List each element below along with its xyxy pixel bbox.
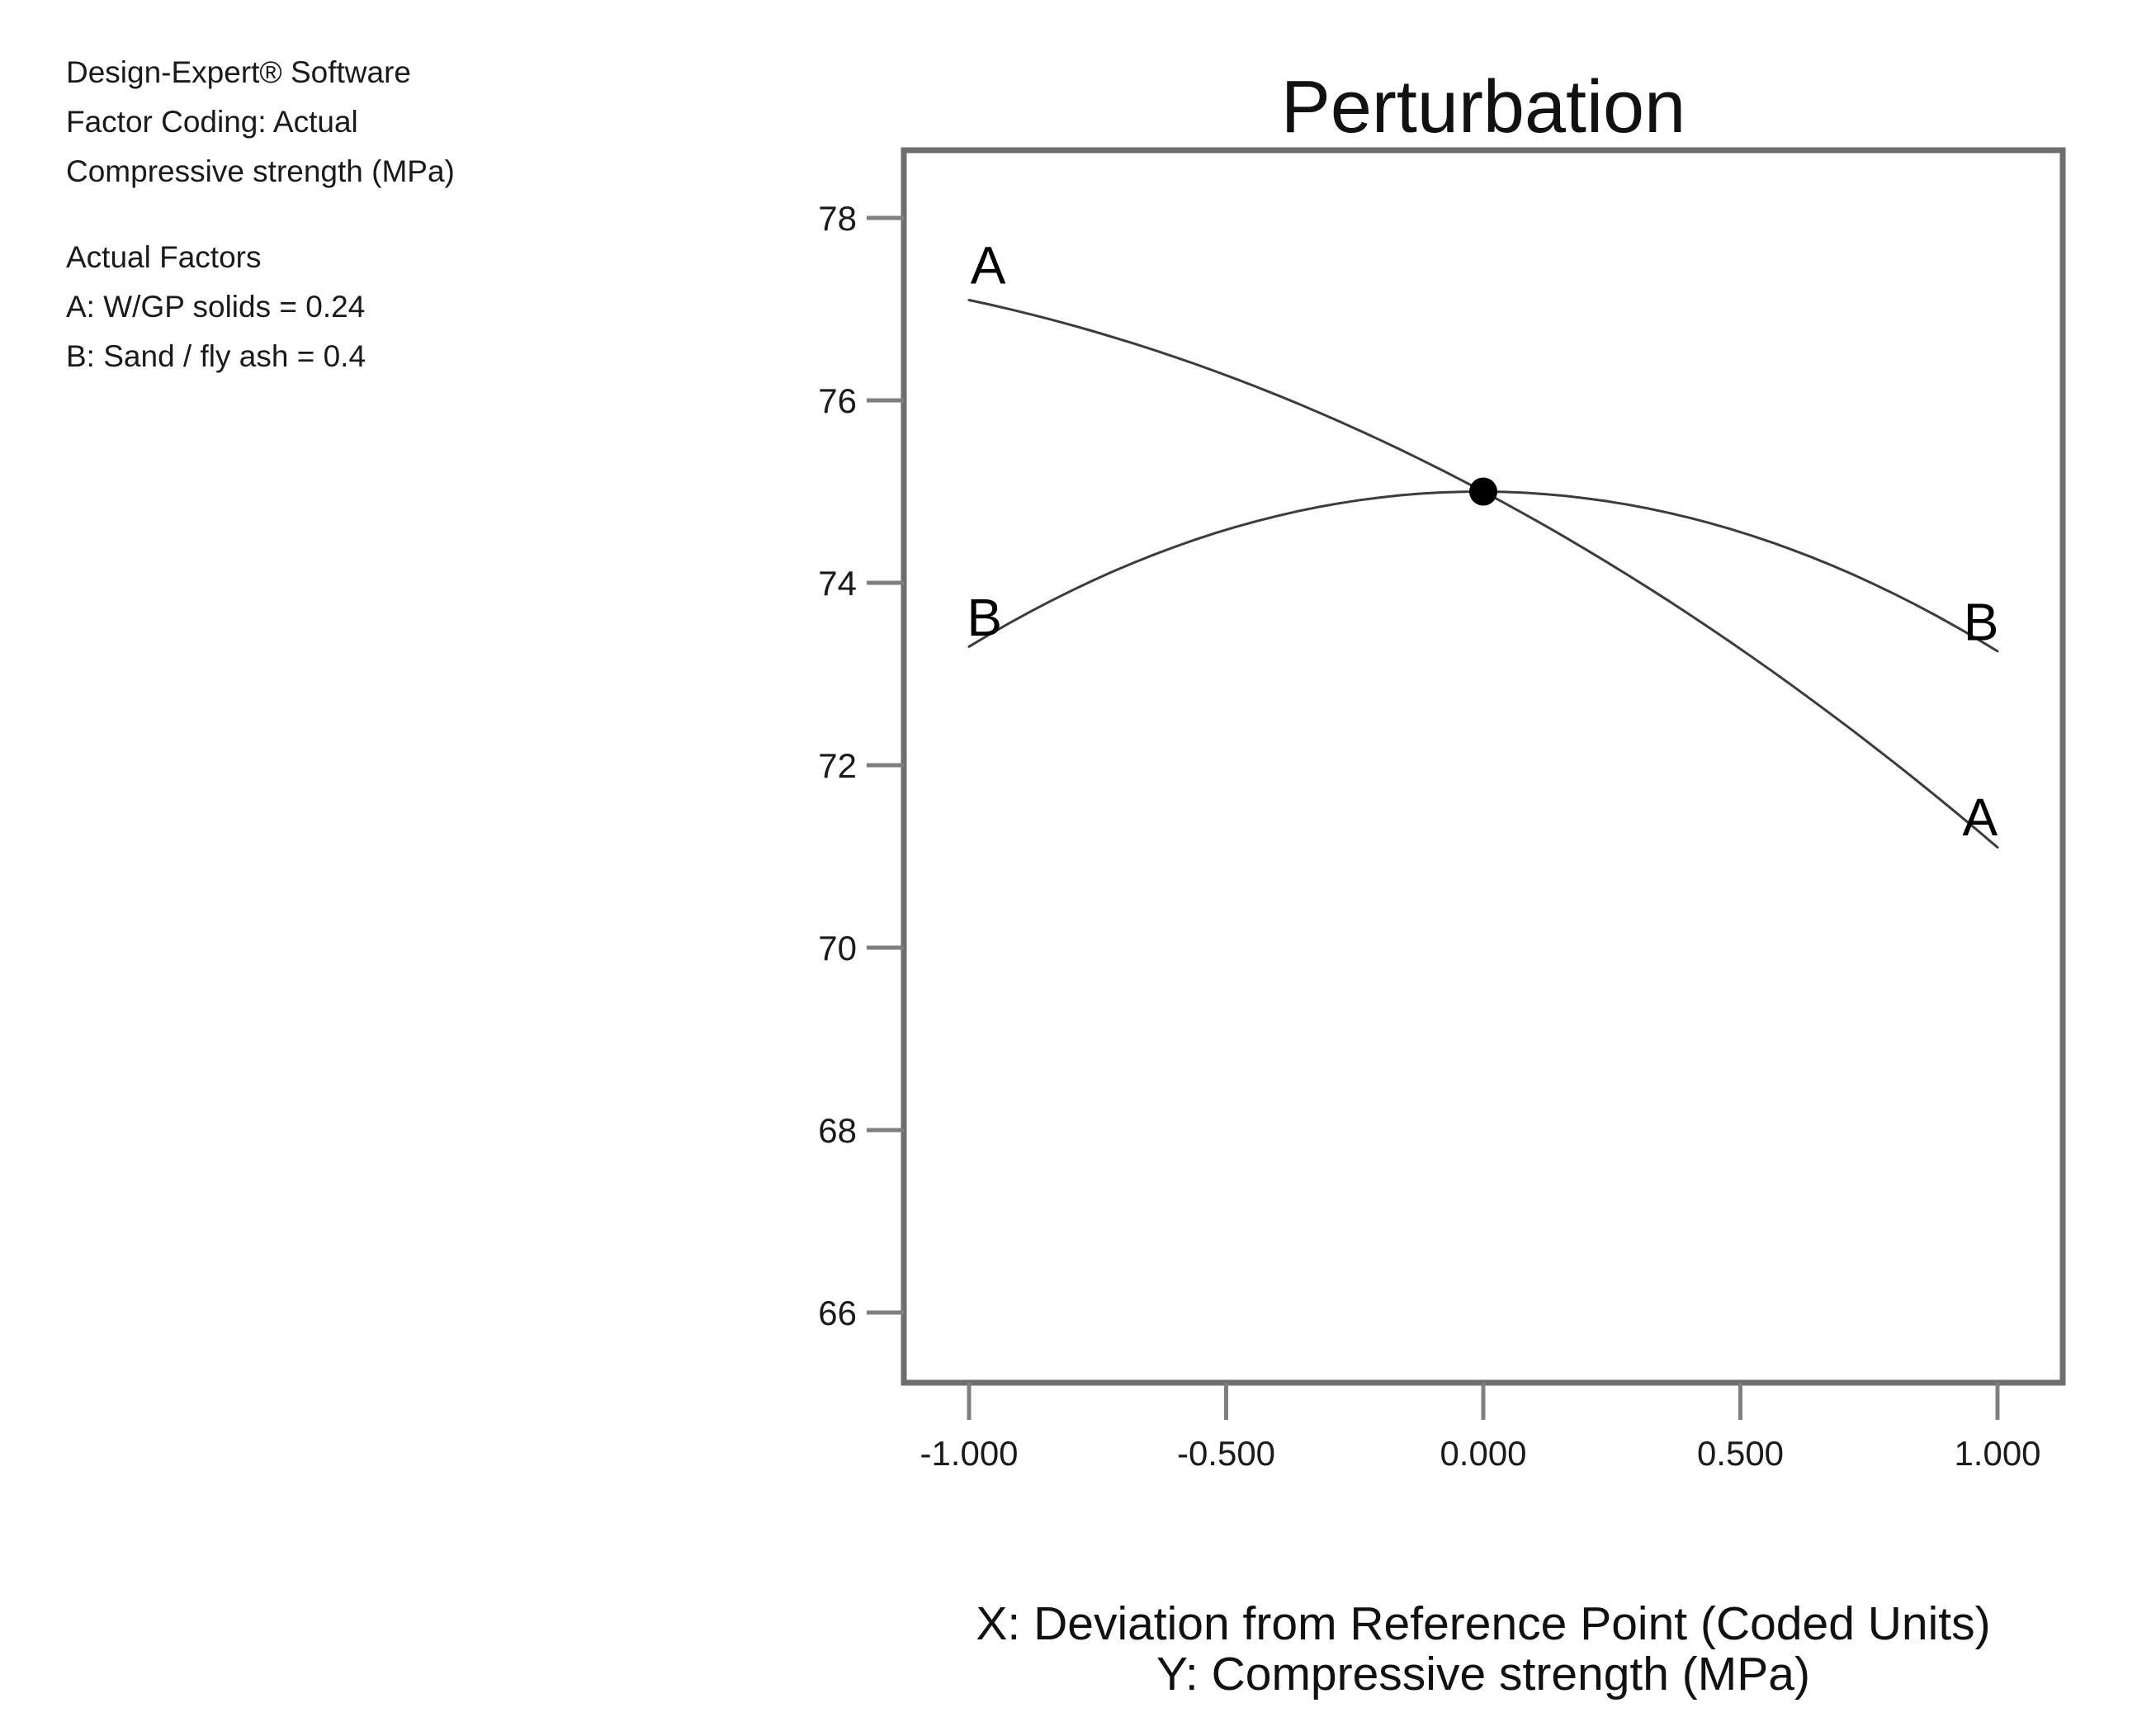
curve-label-a: A	[1962, 788, 1998, 847]
y-tick-label: 72	[818, 746, 857, 785]
curve-label-a: A	[971, 235, 1006, 295]
software-name-label: Design-Expert® Software	[66, 55, 411, 89]
actual-factors-heading: Actual Factors	[66, 240, 262, 274]
factor-b-value-label: B: Sand / fly ash = 0.4	[66, 339, 366, 373]
y-axis-caption: Y: Compressive strength (MPa)	[1156, 1648, 1810, 1701]
y-tick-label: 70	[818, 929, 857, 967]
y-tick-label: 76	[818, 381, 857, 420]
info-panel: Design-Expert® Software Factor Coding: A…	[66, 48, 455, 381]
x-tick-label: -0.500	[1177, 1434, 1275, 1473]
x-tick-label: 0.500	[1697, 1434, 1784, 1473]
plot-border	[901, 147, 2066, 1386]
y-tick-label: 68	[818, 1111, 857, 1150]
axis-caption-block: X: Deviation from Reference Point (Coded…	[697, 1599, 2137, 1700]
y-tick-label: 78	[818, 199, 857, 238]
y-tick-label: 74	[818, 564, 857, 603]
x-tick-label: -1.000	[920, 1434, 1018, 1473]
chart-title: Perturbation	[1280, 66, 1686, 149]
y-tick-label: 66	[818, 1294, 857, 1332]
factor-coding-label: Factor Coding: Actual	[66, 105, 358, 139]
reference-point-dot	[1469, 477, 1497, 506]
curve-label-b: B	[1964, 593, 1999, 652]
factor-a-value-label: A: W/GP solids = 0.24	[66, 290, 366, 324]
curve-a	[967, 299, 1999, 849]
x-axis-caption: X: Deviation from Reference Point (Coded…	[976, 1597, 1991, 1650]
x-tick-label: 1.000	[1954, 1434, 2040, 1473]
x-tick-label: 0.000	[1440, 1434, 1526, 1473]
curve-label-b: B	[967, 588, 1002, 647]
curve-b	[967, 490, 1999, 653]
response-name-label: Compressive strength (MPa)	[66, 154, 455, 188]
